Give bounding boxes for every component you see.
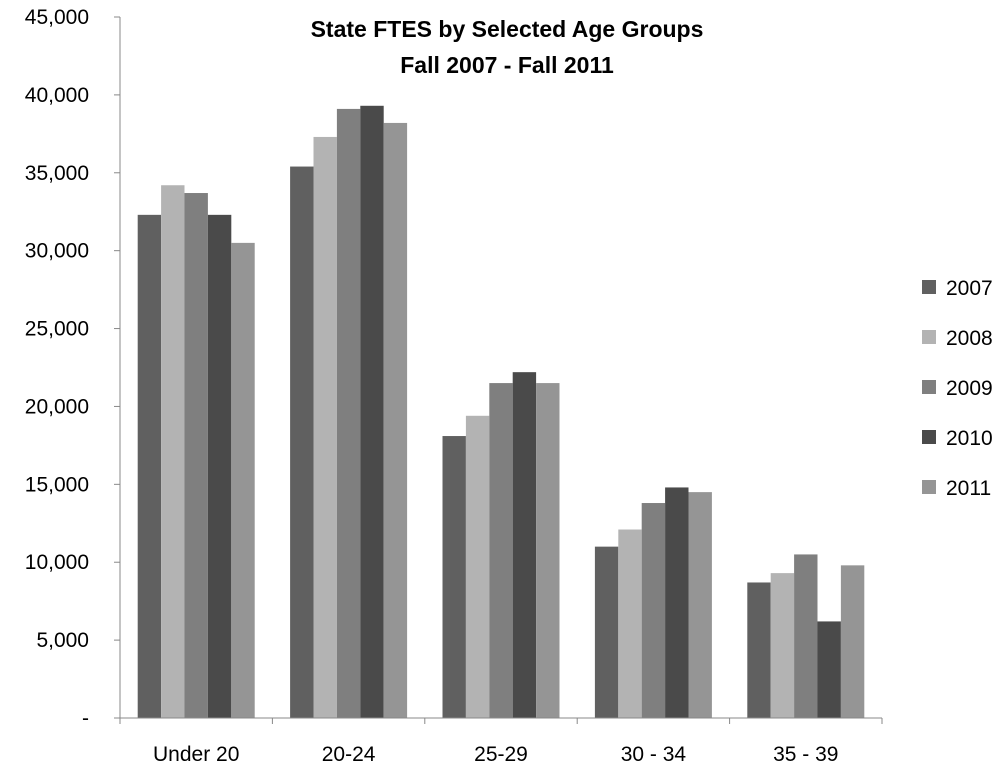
legend-label-2011: 2011 — [946, 477, 991, 500]
x-ticks: Under 20 20-24 25-29 30 - 34 35 - 39 — [119, 718, 883, 766]
x-tick-label: 20-24 — [322, 743, 376, 765]
bar-2010-30-34 — [665, 487, 689, 718]
chart-title: State FTES by Selected Age Groups — [311, 16, 704, 42]
legend-swatch-2011 — [922, 480, 936, 494]
legend-swatch-2008 — [922, 330, 936, 344]
bar-2007-25-29 — [442, 436, 466, 718]
y-tick-label: 45,000 — [25, 6, 89, 29]
bar-2010-20-24 — [360, 105, 384, 719]
y-tick-label: 15,000 — [25, 473, 89, 496]
bar-2007-20-24 — [290, 166, 314, 719]
bar-2010-Under20 — [207, 214, 232, 718]
y-tick-label: 25,000 — [25, 318, 89, 341]
legend-label-2007: 2007 — [946, 277, 993, 300]
y-tick-label: 5,000 — [36, 629, 89, 652]
bar-2008-25-29 — [465, 415, 490, 718]
x-tick-label: 30 - 34 — [621, 743, 687, 765]
y-tick-label: 40,000 — [25, 84, 89, 107]
bar-2009-20-24 — [336, 108, 361, 718]
y-tick-label: 10,000 — [25, 551, 89, 574]
y-tick-label: 30,000 — [25, 240, 89, 263]
bar-2011-Under20 — [231, 242, 255, 718]
bar-2009-30-34 — [641, 503, 666, 718]
bar-2009-35-39 — [794, 554, 818, 718]
y-ticks: - 5,000 10,000 15,000 20,000 25,000 30,000 35,0… — [25, 6, 120, 730]
x-tick-label: 35 - 39 — [773, 743, 838, 765]
bar-2008-35-39 — [770, 573, 795, 718]
legend-label-2009: 2009 — [946, 377, 993, 400]
chart-subtitle: Fall 2007 - Fall 2011 — [400, 52, 614, 78]
legend: 2007 2008 2009 2010 2011 — [922, 277, 993, 500]
bar-2008-30-34 — [618, 529, 642, 718]
legend-swatch-2009 — [922, 380, 936, 394]
y-tick-label: - — [82, 707, 89, 730]
bar-2008-Under20 — [161, 185, 185, 719]
y-tick-label: 20,000 — [25, 395, 89, 418]
bar-2010-25-29 — [512, 372, 537, 718]
bar-2007-35-39 — [747, 582, 771, 718]
bar-2011-30-34 — [688, 492, 712, 718]
bar-2011-20-24 — [383, 122, 408, 719]
bar-2010-35-39 — [817, 621, 841, 718]
bar-2007-30-34 — [594, 546, 619, 718]
bars-layer — [137, 105, 865, 719]
legend-swatch-2010 — [922, 430, 936, 444]
bar-2008-20-24 — [313, 136, 337, 718]
legend-label-2010: 2010 — [946, 427, 993, 450]
x-tick-label: Under 20 — [153, 743, 239, 765]
chart-title-group: State FTES by Selected Age Groups Fall 2… — [311, 16, 704, 78]
bar-2011-35-39 — [840, 565, 865, 718]
legend-label-2008: 2008 — [946, 327, 993, 350]
y-tick-label: 35,000 — [25, 162, 89, 185]
bar-2009-Under20 — [184, 193, 208, 718]
legend-swatch-2007 — [922, 280, 936, 294]
x-tick-label: 25-29 — [474, 743, 528, 765]
bar-2007-Under20 — [137, 214, 162, 718]
bar-2011-25-29 — [536, 383, 560, 718]
bar-2009-25-29 — [489, 383, 513, 718]
axes-layer — [119, 17, 882, 719]
